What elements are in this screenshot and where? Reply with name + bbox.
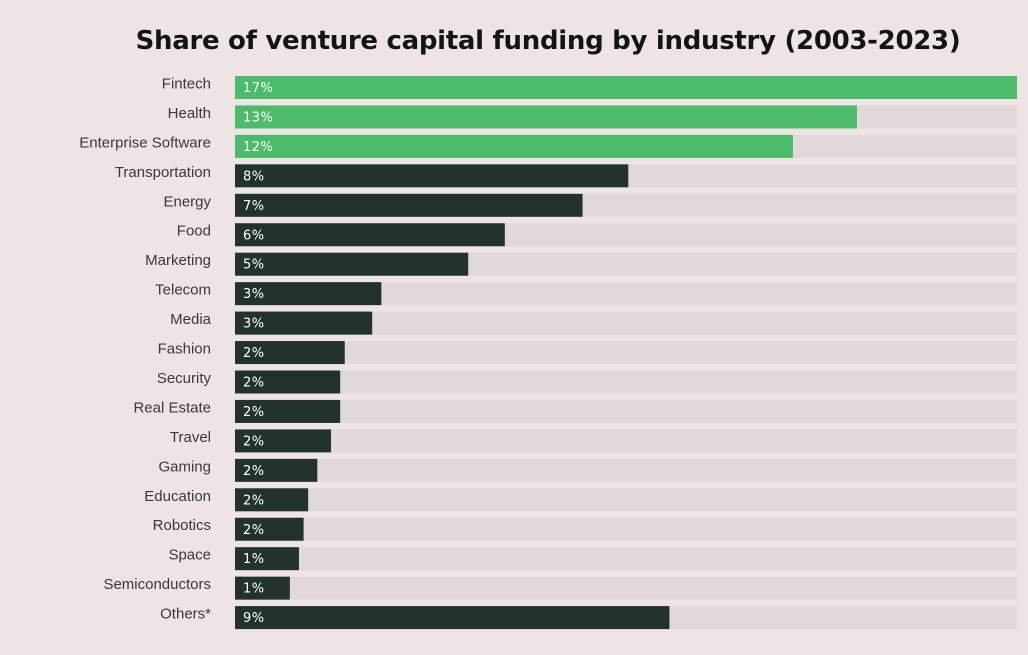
- value-label-others: 9%: [243, 611, 265, 626]
- bar-track-telecom: [235, 282, 1017, 306]
- category-label-education: Education: [144, 488, 211, 505]
- bar-fintech: [235, 76, 1017, 99]
- bar-track-real-estate: [235, 399, 1017, 423]
- category-label-gaming: Gaming: [158, 458, 211, 475]
- value-label-robotics: 2%: [243, 523, 265, 538]
- value-label-space: 1%: [243, 552, 265, 567]
- bar-track-space: [235, 547, 1017, 571]
- value-label-education: 2%: [243, 493, 265, 508]
- bar-track-travel: [235, 429, 1017, 453]
- bar-track-gaming: [235, 458, 1017, 482]
- bar-track-security: [235, 370, 1017, 394]
- bar-telecom: [235, 282, 382, 306]
- category-label-travel: Travel: [170, 429, 211, 446]
- category-label-robotics: Robotics: [153, 517, 211, 534]
- bar-robotics: [235, 517, 304, 541]
- value-label-health: 13%: [243, 110, 273, 125]
- value-label-food: 6%: [243, 228, 265, 243]
- category-label-energy: Energy: [163, 193, 211, 210]
- bar-real-estate: [235, 399, 341, 423]
- value-label-enterprise-software: 12%: [243, 140, 273, 155]
- bar-energy: [235, 193, 583, 217]
- category-label-media: Media: [170, 311, 212, 328]
- bar-media: [235, 311, 373, 335]
- bar-education: [235, 488, 309, 512]
- value-label-gaming: 2%: [243, 464, 265, 479]
- bar-food: [235, 223, 505, 247]
- bar-gaming: [235, 458, 318, 482]
- bar-track-semiconductors: [235, 576, 1017, 600]
- category-label-telecom: Telecom: [155, 282, 211, 299]
- bar-fashion: [235, 341, 345, 365]
- bar-health: [235, 105, 857, 129]
- bar-transportation: [235, 164, 629, 188]
- bar-track-robotics: [235, 517, 1017, 541]
- value-label-real-estate: 2%: [243, 405, 265, 420]
- bar-track-education: [235, 488, 1017, 512]
- bar-travel: [235, 429, 332, 453]
- category-label-others: Others*: [160, 606, 211, 623]
- value-label-fintech: 17%: [243, 81, 273, 96]
- bar-marketing: [235, 252, 469, 276]
- category-label-fintech: Fintech: [162, 75, 211, 92]
- value-label-media: 3%: [243, 317, 265, 332]
- category-label-security: Security: [157, 370, 212, 387]
- bar-security: [235, 370, 341, 394]
- value-label-marketing: 5%: [243, 258, 265, 273]
- value-label-transportation: 8%: [243, 169, 265, 184]
- category-label-transportation: Transportation: [115, 164, 211, 181]
- value-label-telecom: 3%: [243, 287, 265, 302]
- value-label-semiconductors: 1%: [243, 582, 265, 597]
- value-label-security: 2%: [243, 376, 265, 391]
- bar-others: [235, 606, 670, 630]
- bar-track-fashion: [235, 341, 1017, 365]
- category-label-health: Health: [168, 105, 211, 122]
- bar-space: [235, 547, 300, 571]
- category-label-fashion: Fashion: [158, 341, 211, 358]
- category-label-food: Food: [177, 223, 211, 240]
- category-label-marketing: Marketing: [145, 252, 211, 269]
- value-label-energy: 7%: [243, 199, 265, 214]
- value-label-fashion: 2%: [243, 346, 265, 361]
- bar-semiconductors: [235, 576, 290, 600]
- bar-track-media: [235, 311, 1017, 335]
- value-label-travel: 2%: [243, 434, 265, 449]
- category-label-semiconductors: Semiconductors: [103, 576, 211, 593]
- bar-enterprise-software: [235, 134, 793, 158]
- chart-title: Share of venture capital funding by indu…: [135, 26, 961, 56]
- category-label-space: Space: [168, 547, 211, 564]
- category-label-real-estate: Real Estate: [133, 399, 211, 416]
- category-label-enterprise-software: Enterprise Software: [79, 134, 211, 151]
